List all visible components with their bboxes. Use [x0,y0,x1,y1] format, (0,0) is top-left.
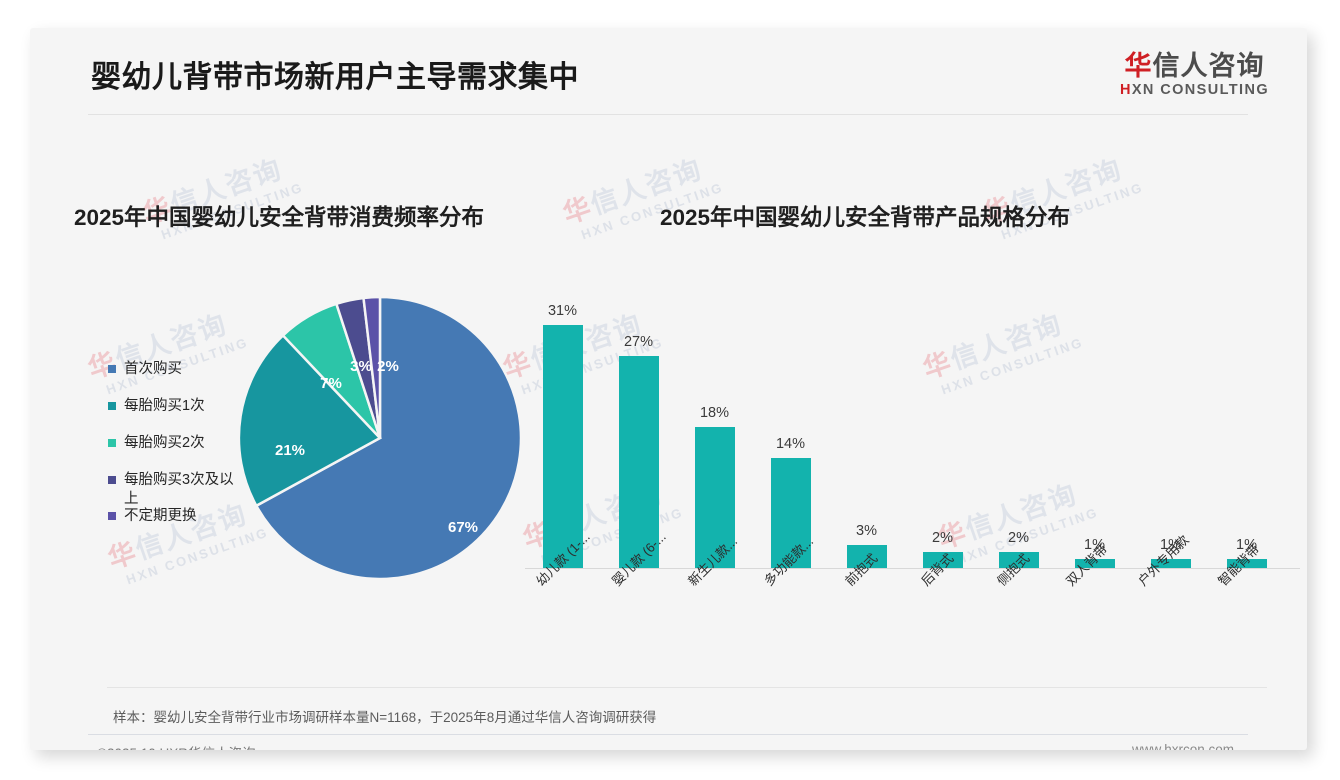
pie-chart-graphic: 67% 21% 7% 3% 2% [237,295,523,581]
bar-column[interactable]: 2% [981,530,1056,568]
pie-value-label-0: 67% [448,519,478,536]
bar-column[interactable]: 1% [1133,537,1208,568]
bar-value-label: 3% [856,523,877,539]
bar-value-label: 1% [1236,537,1257,553]
bar-column[interactable]: 2% [905,530,980,568]
pie-value-label-2: 7% [320,375,342,392]
legend-swatch-icon [108,402,116,410]
legend-item-2[interactable]: 每胎购买2次 [108,434,248,453]
pie-chart-panel: 首次购买 每胎购买1次 每胎购买2次 每胎购买3次及以上 不定期更换 [70,268,600,658]
legend-label: 首次购买 [124,361,182,377]
bar-value-label: 1% [1160,537,1181,553]
bar-value-label: 31% [547,303,578,319]
bar-column[interactable]: 31% [525,303,600,568]
legend-label: 每胎购买1次 [124,398,205,414]
pie-slice-0[interactable] [254,295,523,581]
bar-value-label: 14% [775,436,806,452]
legend-item-1[interactable]: 每胎购买1次 [108,397,248,416]
bar-chart-panel: 31% 27% 18% 14% 3% 2% [485,268,1300,668]
legend-item-3[interactable]: 每胎购买3次及以上 [108,471,248,508]
legend-swatch-icon [108,476,116,484]
pie-slice-1[interactable] [237,333,383,508]
header-divider [88,114,1248,115]
legend-label: 不定期更换 [124,508,197,524]
bar-column[interactable]: 1% [1057,537,1132,568]
footer-copyright: ©2025.10 HXR华信人咨询 [97,742,256,750]
bar-value-label: 27% [623,334,654,350]
legend-label: 每胎购买2次 [124,435,205,451]
bar-rect[interactable] [922,552,963,568]
pie-value-label-1: 21% [275,442,305,459]
bar-rect[interactable] [1150,559,1191,568]
bar-chart-x-axis [525,568,1300,569]
bar-rect[interactable] [618,356,659,568]
footer-divider [88,734,1248,735]
bar-rect[interactable] [694,427,735,568]
logo-chinese-rest: 信人咨询 [1152,51,1265,81]
watermark-cn-red: 华 [559,191,597,230]
bar-column[interactable]: 18% [677,405,752,568]
logo-en-rest: XN CONSULTING [1131,82,1269,99]
header: 婴幼儿背带市场新用户主导需求集中 华信人咨询 HXN CONSULTING [30,28,1307,115]
logo-english: HXN CONSULTING [1120,82,1269,98]
pie-value-label-3: 3% [350,358,372,375]
bar-value-label: 2% [1008,530,1029,546]
logo-chinese: 华信人咨询 [1120,52,1269,80]
slide-card: 华信人咨询 HXN CONSULTING 华信人咨询 HXN CONSULTIN… [30,28,1307,750]
page-title: 婴幼儿背带市场新用户主导需求集中 [91,61,579,94]
bar-rect[interactable] [542,325,583,568]
bar-value-label: 18% [699,405,730,421]
footnote-text: 样本：婴幼儿安全背带行业市场调研样本量N=1168，于2025年8月通过华信人咨… [113,710,657,725]
bar-column[interactable]: 3% [829,523,904,568]
bar-value-label: 1% [1084,537,1105,553]
bar-chart-title: 2025年中国婴幼儿安全背带产品规格分布 [660,205,1071,230]
legend-item-4[interactable]: 不定期更换 [108,507,248,526]
bar-column[interactable]: 27% [601,334,676,568]
bar-rect[interactable] [770,458,811,568]
bar-rect[interactable] [1074,559,1115,568]
bar-value-label: 2% [932,530,953,546]
bar-rect[interactable] [846,545,887,568]
legend-swatch-icon [108,439,116,447]
legend-swatch-icon [108,512,116,520]
pie-value-label-4: 2% [377,358,399,375]
bar-rect[interactable] [998,552,1039,568]
legend-label: 每胎购买3次及以上 [124,472,234,507]
logo-en-initial: H [1119,82,1132,99]
legend-item-0[interactable]: 首次购买 [108,360,248,379]
bar-rect[interactable] [1226,559,1267,568]
pie-slice-4[interactable] [362,295,382,439]
brand-logo: 华信人咨询 HXN CONSULTING [1120,52,1269,99]
logo-char-hua: 华 [1124,51,1153,81]
bar-chart-plot-area: 31% 27% 18% 14% 3% 2% [525,278,1285,568]
footnote-divider [107,687,1267,688]
pie-chart-title: 2025年中国婴幼儿安全背带消费频率分布 [74,205,485,230]
legend-swatch-icon [108,365,116,373]
footer-website[interactable]: www.hxrcon.com [1131,742,1234,750]
bar-column[interactable]: 1% [1209,537,1284,568]
bar-column[interactable]: 14% [753,436,828,568]
